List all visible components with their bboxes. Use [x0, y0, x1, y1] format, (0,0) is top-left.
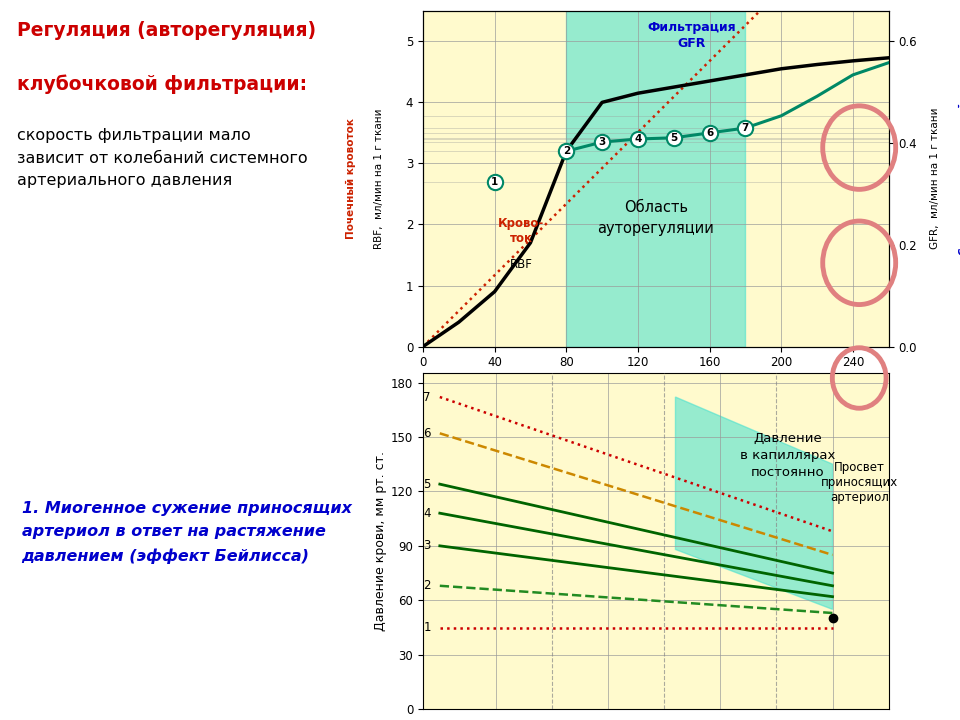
- Text: 1: 1: [423, 621, 431, 634]
- Text: 3: 3: [423, 539, 431, 552]
- Text: 7: 7: [742, 123, 749, 133]
- Text: RBF,  мл/мин на 1 г ткани: RBF, мл/мин на 1 г ткани: [373, 109, 384, 249]
- Text: скорость фильтрации мало
зависит от колебаний системного
артериального давления: скорость фильтрации мало зависит от коле…: [17, 128, 308, 188]
- Text: Крово-
ток: Крово- ток: [498, 217, 544, 245]
- Text: 1: 1: [491, 176, 498, 186]
- Text: Область
ауторегуляции: Область ауторегуляции: [597, 200, 714, 236]
- Text: 3: 3: [598, 137, 606, 147]
- Text: GFR,  мл/мин на 1 г ткани: GFR, мл/мин на 1 г ткани: [930, 108, 940, 249]
- Text: 5: 5: [423, 477, 431, 490]
- Text: 4: 4: [423, 507, 431, 520]
- Text: Почечный кровоток: Почечный кровоток: [346, 118, 356, 239]
- Text: 7: 7: [423, 390, 431, 403]
- X-axis label: Среднее артериальное давление крови, мм рт. ст.: Среднее артериальное давление крови, мм …: [488, 375, 825, 388]
- Text: Регуляция (авторегуляция): Регуляция (авторегуляция): [17, 21, 317, 40]
- Text: 2: 2: [563, 146, 570, 156]
- Bar: [566, 11, 745, 346]
- Text: 5: 5: [670, 132, 678, 143]
- Text: Давление
в капиллярах
постоянно: Давление в капиллярах постоянно: [740, 431, 835, 479]
- Text: 4: 4: [635, 134, 641, 144]
- Polygon shape: [676, 397, 832, 609]
- Y-axis label: Давление крови, мм рт. ст.: Давление крови, мм рт. ст.: [373, 451, 387, 631]
- Text: 6: 6: [706, 128, 713, 138]
- Text: 2: 2: [423, 580, 431, 593]
- Text: 1. Миогенное сужение приносящих
артериол в ответ на растяжение
давлением (эффект: 1. Миогенное сужение приносящих артериол…: [21, 501, 351, 564]
- Text: клубочковой фильтрации:: клубочковой фильтрации:: [17, 75, 307, 94]
- Text: 6: 6: [423, 427, 431, 440]
- Text: Фильтрация
GFR: Фильтрация GFR: [647, 22, 736, 50]
- Text: RBF: RBF: [510, 258, 533, 271]
- Text: Просвет
приносящих
артериол: Просвет приносящих артериол: [821, 461, 898, 504]
